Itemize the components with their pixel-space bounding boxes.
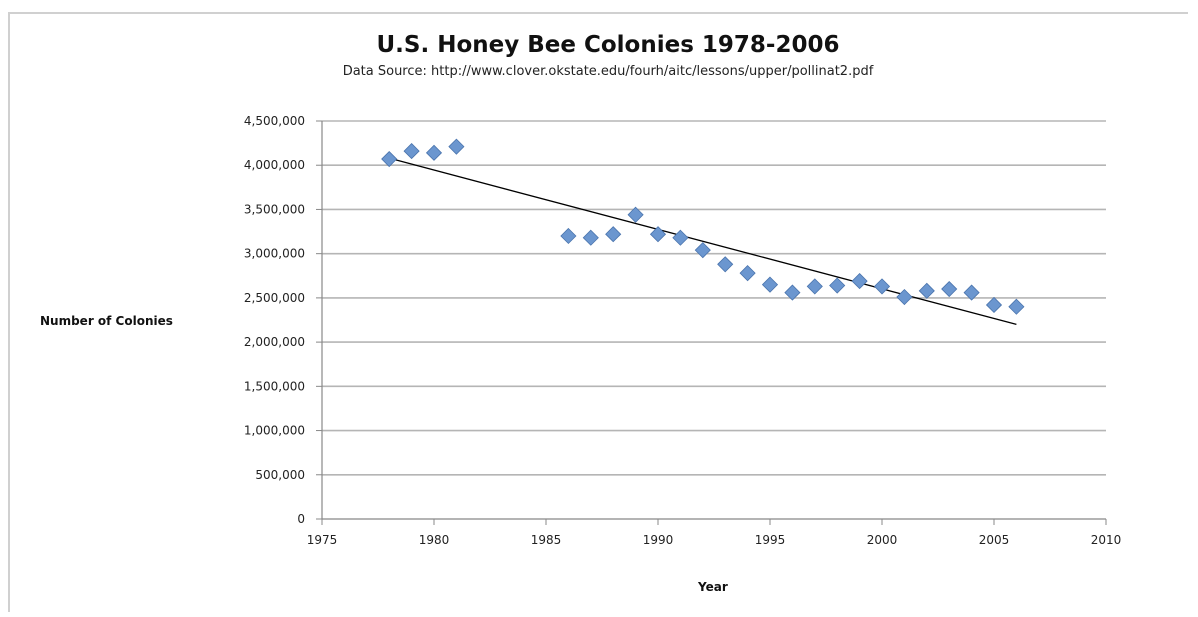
data-point: [873, 278, 891, 295]
data-points: [381, 138, 1025, 315]
y-tick-label: 2,500,000: [244, 291, 305, 305]
x-tick-label: 1985: [531, 533, 562, 547]
x-axis-label: Year: [698, 580, 728, 594]
gridlines: [322, 120, 1106, 476]
y-tick-labels: 0 500,000 1,000,000 1,500,000 2,000,000 2,500…: [244, 114, 305, 526]
x-tick-label: 2000: [867, 533, 898, 547]
data-point: [582, 229, 599, 246]
data-point: [739, 265, 756, 282]
data-point: [784, 284, 801, 301]
y-tick-label: 1,000,000: [244, 424, 305, 438]
data-point: [694, 242, 711, 259]
chart-subtitle: Data Source: http://www.clover.okstate.e…: [342, 64, 874, 79]
x-tick-label: 1975: [307, 533, 338, 547]
data-point: [1008, 298, 1025, 315]
data-point: [918, 282, 935, 299]
x-tick-labels: 1975 1980 1985 1990 1995 2000 2005 2010: [307, 533, 1122, 547]
data-point: [649, 226, 667, 243]
data-point: [672, 229, 689, 246]
data-point: [941, 280, 958, 298]
data-point: [403, 143, 420, 160]
data-point: [627, 206, 644, 223]
data-point: [806, 278, 823, 295]
x-tick-label: 1995: [755, 533, 786, 547]
data-point: [425, 144, 443, 161]
data-point: [851, 273, 868, 290]
y-tick-label: 3,500,000: [244, 202, 305, 216]
y-tick-label: 1,500,000: [244, 379, 305, 393]
data-point: [896, 288, 913, 306]
data-point: [448, 138, 465, 155]
trendline-group: [389, 157, 1017, 326]
y-tick-label: 0: [297, 512, 305, 526]
data-point: [985, 296, 1003, 314]
x-tick-label: 1990: [643, 533, 674, 547]
y-tick-label: 4,500,000: [244, 114, 305, 128]
y-tick-label: 3,000,000: [244, 247, 305, 261]
chart-title: U.S. Honey Bee Colonies 1978-2006: [376, 32, 840, 58]
data-point: [605, 226, 622, 243]
data-point: [761, 276, 779, 293]
y-tick-label: 500,000: [255, 468, 305, 482]
chart-frame: [8, 12, 1188, 612]
y-tick-label: 2,000,000: [244, 335, 305, 349]
y-tick-label: 4,000,000: [244, 158, 305, 172]
data-point: [829, 277, 846, 294]
y-axis-label: Number of Colonies: [40, 314, 173, 328]
data-point: [963, 284, 980, 301]
data-point: [717, 256, 734, 273]
trendline: [389, 157, 1017, 326]
x-tick-label: 2010: [1091, 533, 1122, 547]
data-point: [381, 150, 398, 168]
x-tick-label: 2005: [979, 533, 1010, 547]
x-tick-label: 1980: [419, 533, 450, 547]
data-point: [560, 227, 577, 245]
axes: [316, 120, 1107, 525]
